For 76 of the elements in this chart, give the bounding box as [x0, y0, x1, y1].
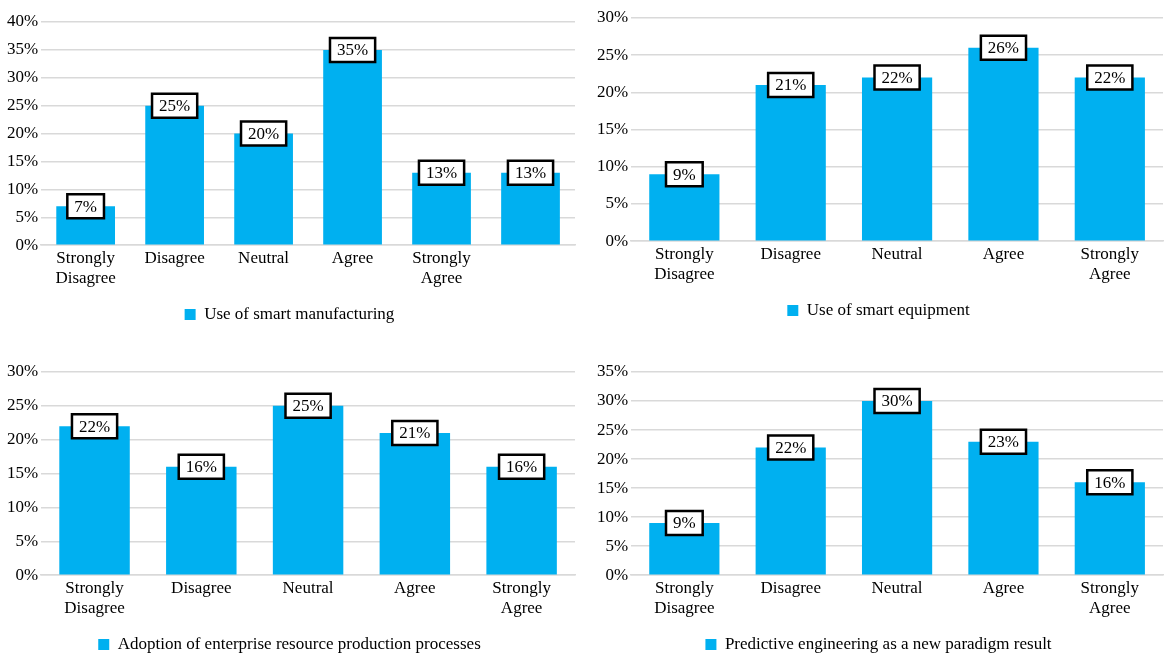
y-tick-label: 35% — [596, 361, 629, 381]
y-tick-label: 15% — [596, 477, 629, 497]
text: 16% — [506, 457, 538, 477]
y-tick-label: 5% — [15, 530, 39, 550]
text: 13% — [514, 163, 547, 183]
y-tick-label: 40% — [6, 11, 39, 31]
text: 9% — [673, 164, 696, 184]
x-tick-label: Strongly Disagree — [654, 577, 715, 618]
text: 25% — [159, 96, 191, 116]
y-tick-label: 10% — [6, 178, 39, 198]
x-tick-label: Strongly Agree — [412, 247, 472, 288]
x-tick-label: Strongly Agree — [1080, 577, 1140, 618]
y-tick-label: 30% — [6, 361, 39, 381]
y-tick-label: 30% — [596, 7, 629, 27]
x-tick-label: Strongly Disagree — [64, 577, 125, 618]
text: 30% — [881, 391, 913, 411]
y-tick-label: 10% — [596, 506, 629, 526]
x-tick-label: Agree — [982, 577, 1025, 597]
y-tick-label: 35% — [6, 39, 39, 59]
y-tick-label: 5% — [605, 193, 629, 213]
text: 22% — [775, 437, 807, 457]
y-tick-label: 20% — [596, 448, 629, 468]
y-tick-label: 25% — [596, 44, 629, 64]
text: 22% — [1094, 67, 1126, 87]
y-tick-label: 0% — [15, 234, 39, 254]
x-tick-label: Neutral — [871, 577, 923, 597]
text: 21% — [399, 423, 431, 443]
y-tick-label: 0% — [605, 230, 629, 250]
x-tick-label: Neutral — [238, 247, 290, 267]
text: 26% — [987, 38, 1020, 58]
y-tick-label: 25% — [596, 419, 629, 439]
y-tick-label: 15% — [6, 150, 39, 170]
y-tick-label: 10% — [6, 496, 39, 516]
text: 9% — [673, 513, 696, 533]
x-tick-label: Neutral — [282, 577, 334, 597]
y-tick-label: 20% — [6, 429, 39, 449]
legend-label: Predictive engineering as a new paradigm result — [724, 633, 1052, 653]
text: 13% — [425, 163, 458, 183]
text: 7% — [74, 196, 97, 216]
y-tick-label: 30% — [6, 67, 39, 87]
text: 22% — [78, 416, 111, 436]
y-tick-label: 5% — [15, 206, 39, 226]
text: 23% — [987, 432, 1020, 452]
y-tick-label: 20% — [596, 81, 629, 101]
x-tick-label: Strongly Agree — [492, 577, 552, 618]
legend-label: Adoption of enterprise resource production processes — [117, 633, 481, 653]
y-tick-label: 30% — [596, 390, 629, 410]
y-tick-label: 15% — [6, 463, 39, 483]
x-tick-label: Strongly Disagree — [55, 247, 116, 288]
text: 35% — [336, 40, 369, 60]
x-tick-label: Agree — [394, 577, 436, 597]
x-tick-label: Strongly Disagree — [654, 243, 715, 284]
x-tick-label: Disagree — [760, 577, 821, 597]
x-tick-label: Strongly Agree — [1080, 243, 1140, 284]
y-tick-label: 25% — [6, 95, 39, 115]
y-tick-label: 15% — [596, 119, 629, 139]
text: 21% — [775, 75, 807, 95]
y-tick-label: 0% — [605, 564, 629, 584]
y-tick-label: 25% — [6, 395, 39, 415]
text: 16% — [185, 457, 217, 477]
x-tick-label: Disagree — [760, 243, 821, 263]
x-tick-label: Agree — [982, 243, 1025, 263]
x-tick-label: Agree — [331, 247, 374, 267]
x-tick-label: Disagree — [171, 577, 232, 597]
text: 25% — [292, 396, 324, 416]
text: 22% — [881, 67, 913, 87]
legend-label: Use of smart manufacturing — [204, 303, 395, 323]
text: 20% — [248, 124, 280, 144]
x-tick-label: Neutral — [871, 243, 923, 263]
legend-label: Use of smart equipment — [806, 299, 970, 319]
y-tick-label: 10% — [596, 156, 629, 176]
y-tick-label: 0% — [15, 564, 39, 584]
y-tick-label: 5% — [605, 535, 629, 555]
x-tick-label: Disagree — [144, 247, 205, 267]
y-tick-label: 20% — [6, 123, 39, 143]
text: 16% — [1094, 472, 1126, 492]
